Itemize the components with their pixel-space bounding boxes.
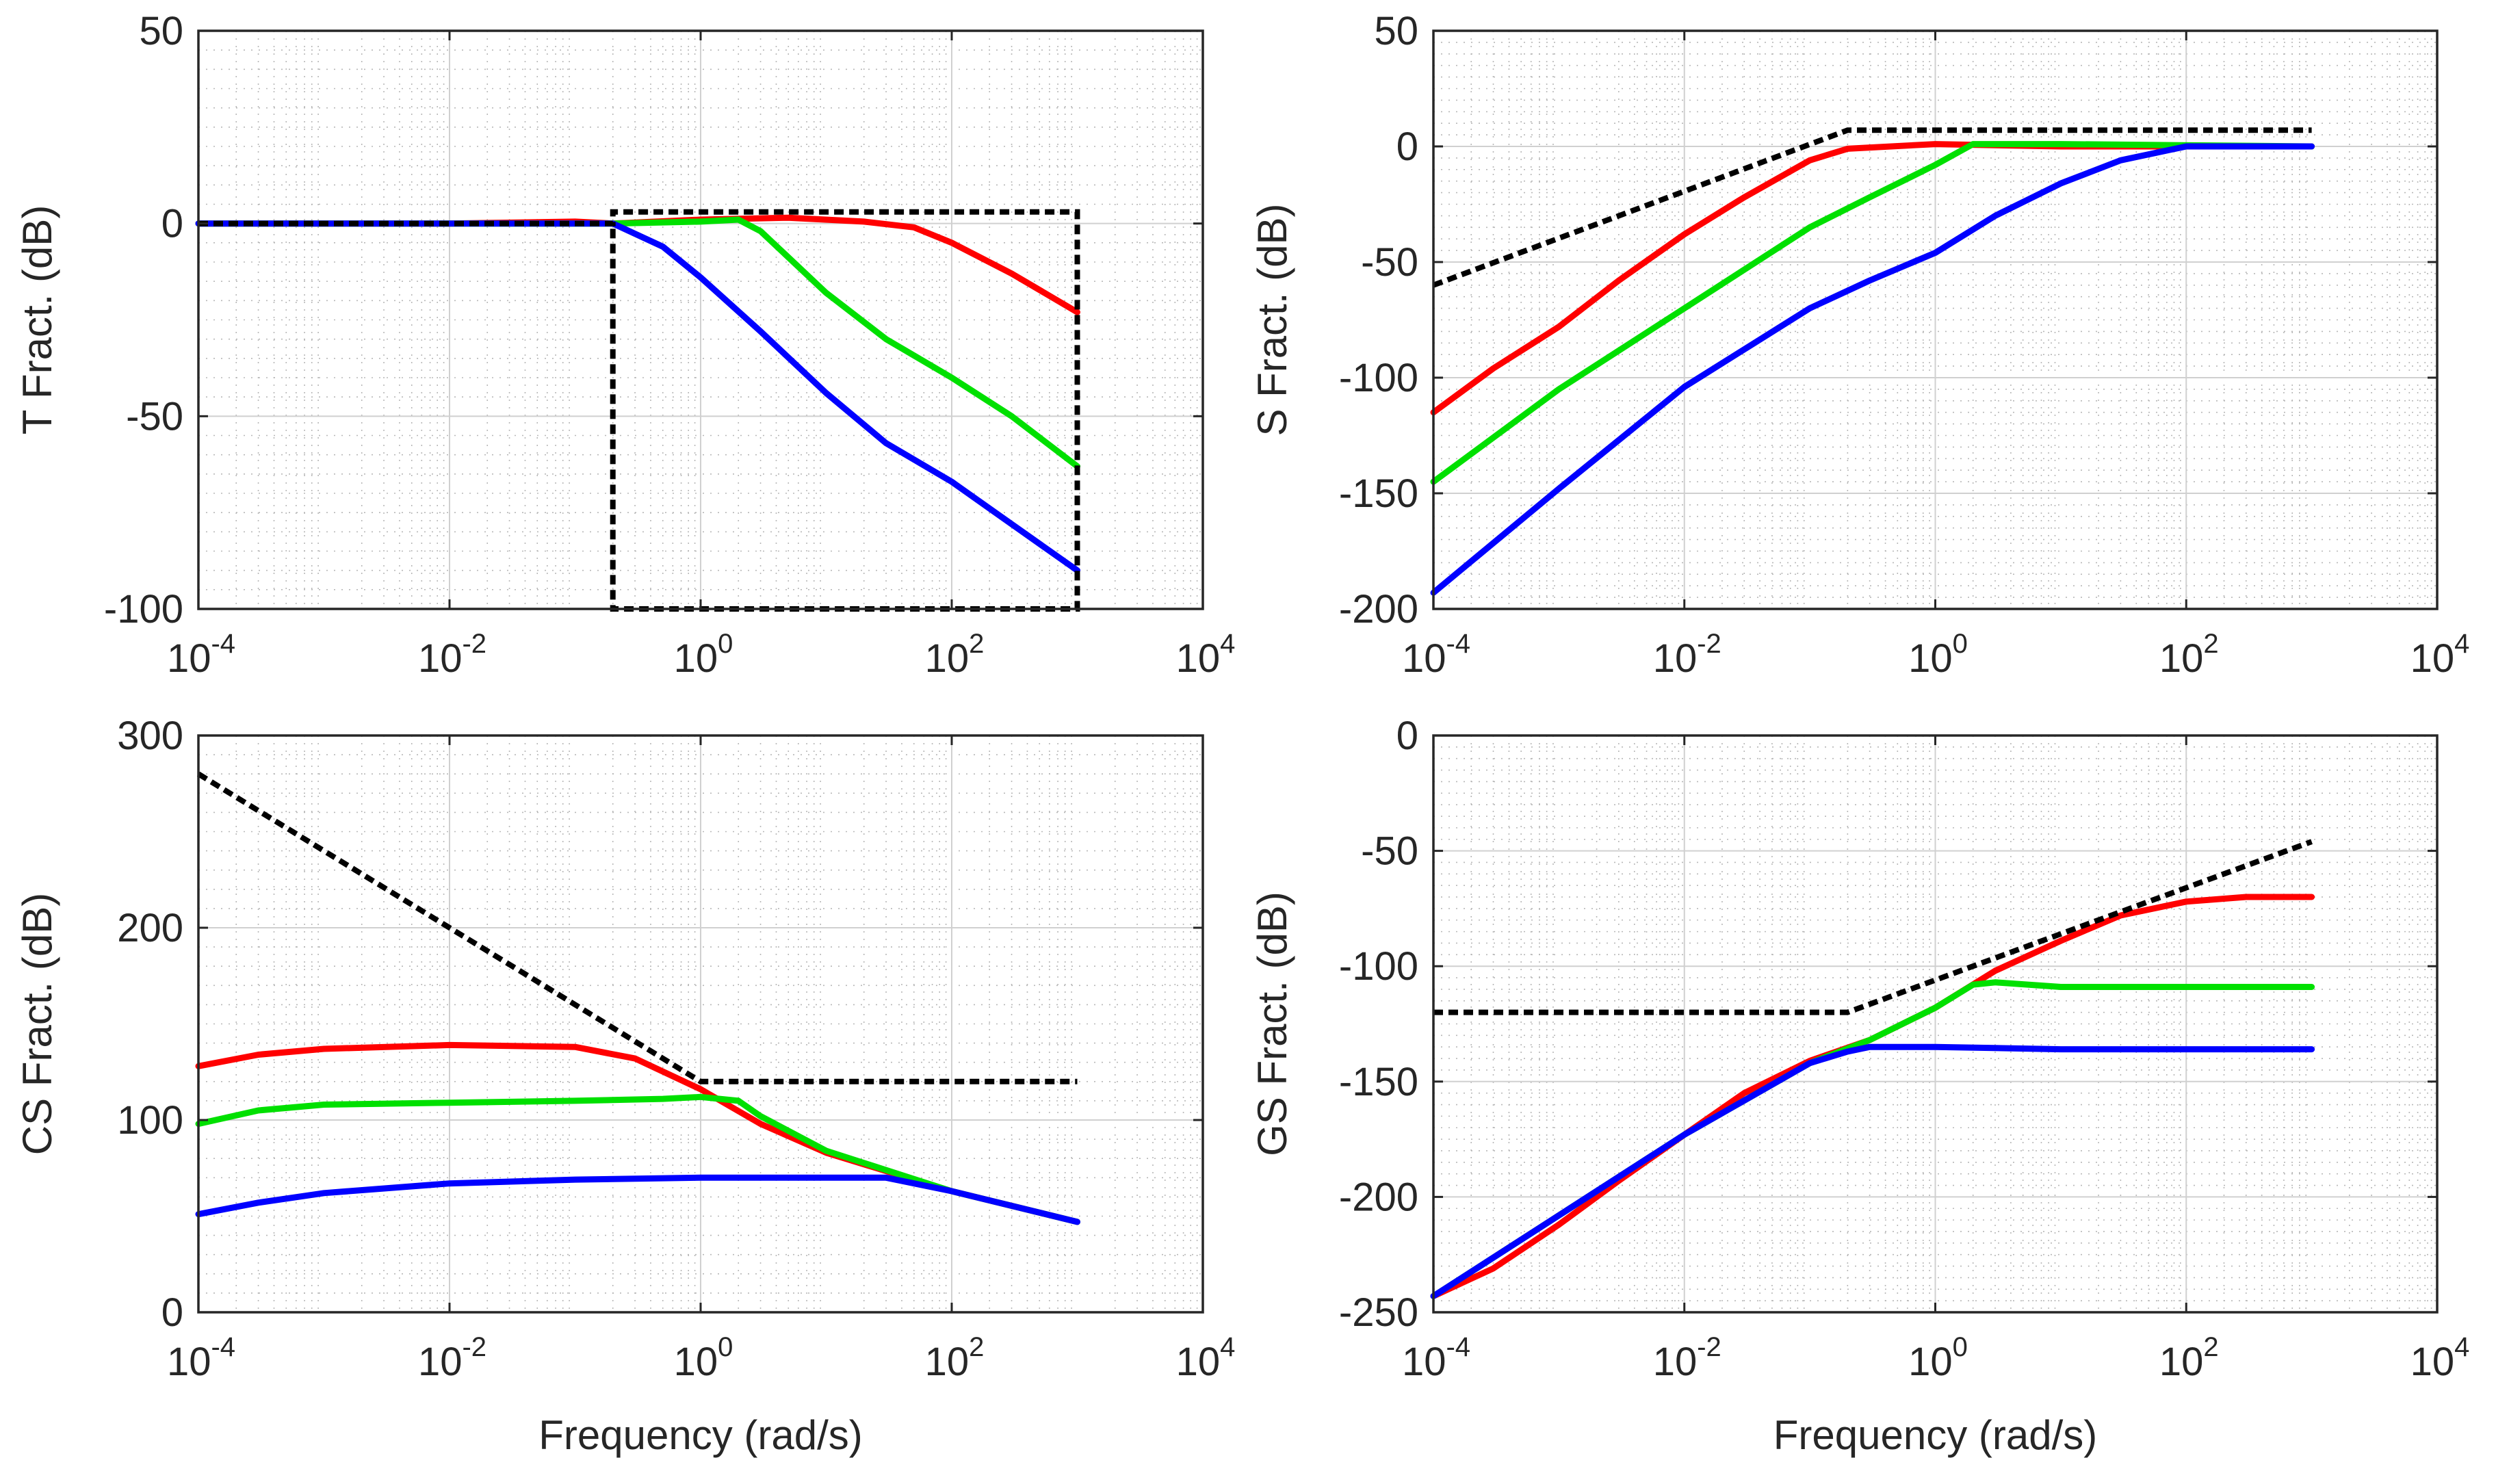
x-tick-label: 10-2 [1653, 629, 1721, 681]
x-axis-label: Frequency (rad/s) [538, 1412, 863, 1458]
x-tick-label: 100 [674, 1332, 733, 1384]
y-tick-label: 0 [161, 1290, 183, 1335]
plot-4: 10-4 10-2 100 102 104 -250 -200 -150 -100 -50 0 GS … [1249, 714, 2469, 1458]
y-tick-label: -150 [1339, 471, 1418, 516]
x-tick-label: 10-4 [167, 629, 235, 681]
x-axis-label: Frequency (rad/s) [1773, 1412, 2098, 1458]
x-tick-label: 102 [2159, 1332, 2219, 1384]
y-tick-label: -100 [1339, 356, 1418, 400]
y-tick-label: -150 [1339, 1060, 1418, 1104]
series-group [195, 771, 1080, 1225]
x-tick-label: 102 [2159, 629, 2219, 681]
x-tick-label: 10-4 [1402, 629, 1470, 681]
y-axis-label: CS Fract. (dB) [14, 893, 60, 1155]
y-tick-label: 0 [1396, 714, 1418, 758]
y-tick-label: -200 [1339, 587, 1418, 632]
y-tick-label: -100 [1339, 944, 1418, 989]
series-line-bound [196, 771, 1078, 1084]
x-tick-label: 10-2 [418, 629, 486, 681]
series-line-blue [195, 220, 1080, 574]
y-tick-label: 100 [117, 1098, 183, 1143]
y-tick-label: -50 [1361, 240, 1418, 285]
x-tick-label: 104 [2410, 629, 2470, 681]
x-tick-label: 10-4 [1402, 1332, 1470, 1384]
x-tick-label: 104 [1176, 629, 1236, 681]
plot-2: 10-4 10-2 100 102 104 -200 -150 -100 -50 0 50 S Fra… [1249, 9, 2469, 681]
series-line-blue [195, 1174, 1080, 1225]
y-tick-label: -50 [1361, 829, 1418, 874]
y-axis-label: S Fract. (dB) [1249, 203, 1295, 436]
minor-grid [1433, 31, 2437, 609]
y-tick-label: 0 [161, 202, 183, 246]
y-tick-label: -50 [126, 394, 183, 439]
x-tick-label: 100 [1908, 1332, 1968, 1384]
x-tick-label: 102 [925, 629, 985, 681]
x-tick-label: 10-2 [1653, 1332, 1721, 1384]
y-tick-label: -250 [1339, 1290, 1418, 1335]
y-tick-label: -100 [104, 587, 183, 632]
y-tick-label: 50 [139, 9, 183, 53]
plot-3: 10-4 10-2 100 102 104 0 100 200 300 CS Fract. (dB… [14, 714, 1235, 1458]
series-line-blue [1430, 143, 2315, 596]
series-line-blue [1430, 1043, 2315, 1299]
x-tick-label: 102 [925, 1332, 985, 1384]
y-tick-label: 200 [117, 906, 183, 950]
series-group [1430, 839, 2315, 1299]
y-tick-label: 300 [117, 714, 183, 758]
plot-1: 10-4 10-2 100 102 104 -100 -50 0 50 T Fract. (dB) [14, 9, 1235, 681]
x-tick-label: 10-4 [167, 1332, 235, 1384]
y-axis-label: GS Fract. (dB) [1249, 891, 1295, 1156]
series-line-green [195, 1093, 1080, 1225]
x-tick-label: 104 [2410, 1332, 2470, 1384]
y-axis-label: T Fract. (dB) [14, 205, 60, 435]
x-tick-label: 100 [674, 629, 733, 681]
x-tick-label: 10-2 [418, 1332, 486, 1384]
series-line-bound [1432, 127, 2312, 288]
x-tick-label: 104 [1176, 1332, 1236, 1384]
series-group [1430, 127, 2315, 596]
y-tick-label: 0 [1396, 125, 1418, 169]
y-tick-label: -200 [1339, 1175, 1418, 1219]
x-tick-label: 100 [1908, 629, 1968, 681]
series-line-green [1430, 141, 2315, 485]
minor-grid [198, 31, 1203, 609]
y-tick-label: 50 [1374, 9, 1418, 53]
series-line-bound [1433, 839, 2313, 1015]
